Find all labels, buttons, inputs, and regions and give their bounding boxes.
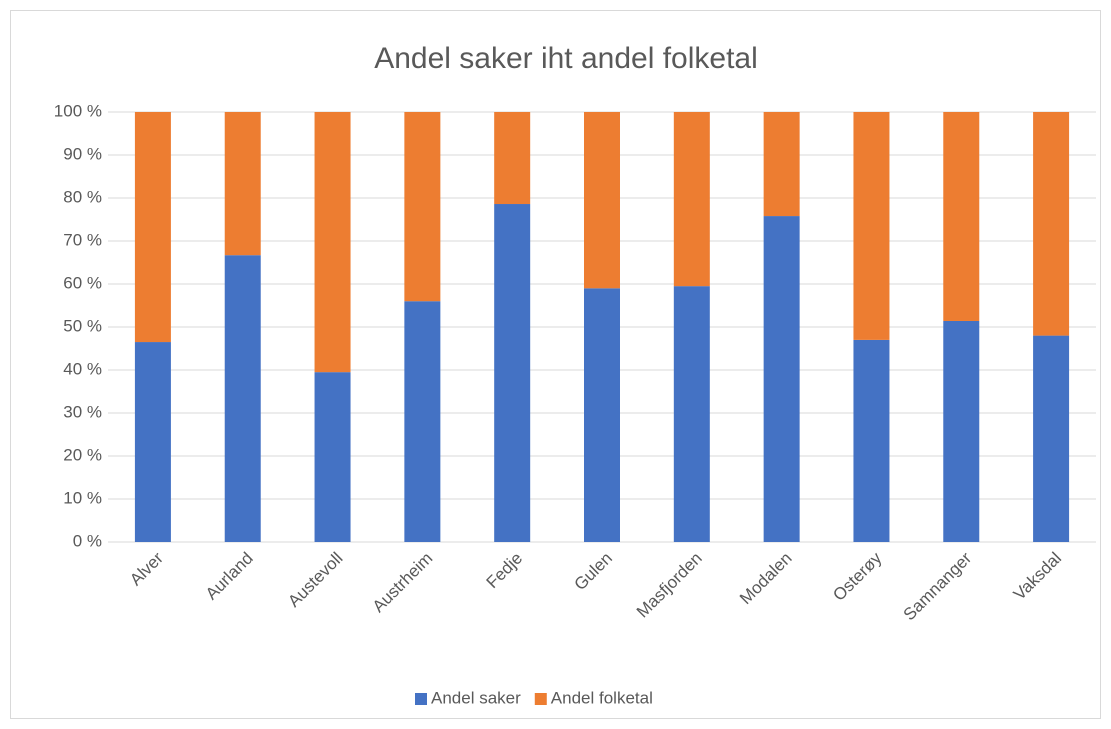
bar-segment (314, 112, 351, 373)
legend-swatch (534, 693, 547, 705)
bar-segment (494, 112, 531, 205)
legend-label: Andel saker (431, 688, 521, 707)
bar-segment (494, 204, 531, 542)
chart-border (10, 10, 1101, 719)
bar-segment (224, 255, 261, 542)
y-tick-label: 100 % (54, 101, 102, 120)
legend-label: Andel folketal (551, 688, 653, 707)
y-tick-label: 90 % (63, 144, 102, 163)
legend-swatch (415, 693, 427, 705)
y-tick-label: 60 % (63, 273, 102, 292)
bar-segment (584, 112, 620, 289)
y-tick-label: 40 % (63, 359, 102, 378)
bar-segment (853, 112, 890, 340)
bar-segment (853, 339, 890, 542)
bar-segment (763, 112, 800, 217)
chart-title: Andel saker iht andel folketal (374, 42, 758, 75)
bar-segment (1033, 335, 1070, 542)
bar-segment (1033, 112, 1070, 336)
bar-segment (673, 112, 710, 287)
y-tick-label: 20 % (63, 445, 102, 464)
bar-segment (134, 112, 171, 343)
bar-segment (673, 286, 710, 542)
bar-segment (763, 216, 800, 542)
bar-segment (314, 372, 351, 542)
y-tick-label: 80 % (63, 187, 102, 206)
y-tick-label: 0 % (73, 531, 102, 550)
bar-segment (404, 301, 441, 542)
bar-segment (134, 342, 171, 542)
y-tick-label: 50 % (63, 316, 102, 335)
y-tick-label: 70 % (63, 230, 102, 249)
bar-segment (584, 288, 620, 542)
bar-segment (224, 112, 261, 256)
bar-segment (943, 112, 980, 321)
y-tick-label: 10 % (63, 488, 102, 507)
bar-segment (404, 112, 441, 302)
bar-segment (943, 320, 980, 542)
y-tick-label: 30 % (63, 402, 102, 421)
